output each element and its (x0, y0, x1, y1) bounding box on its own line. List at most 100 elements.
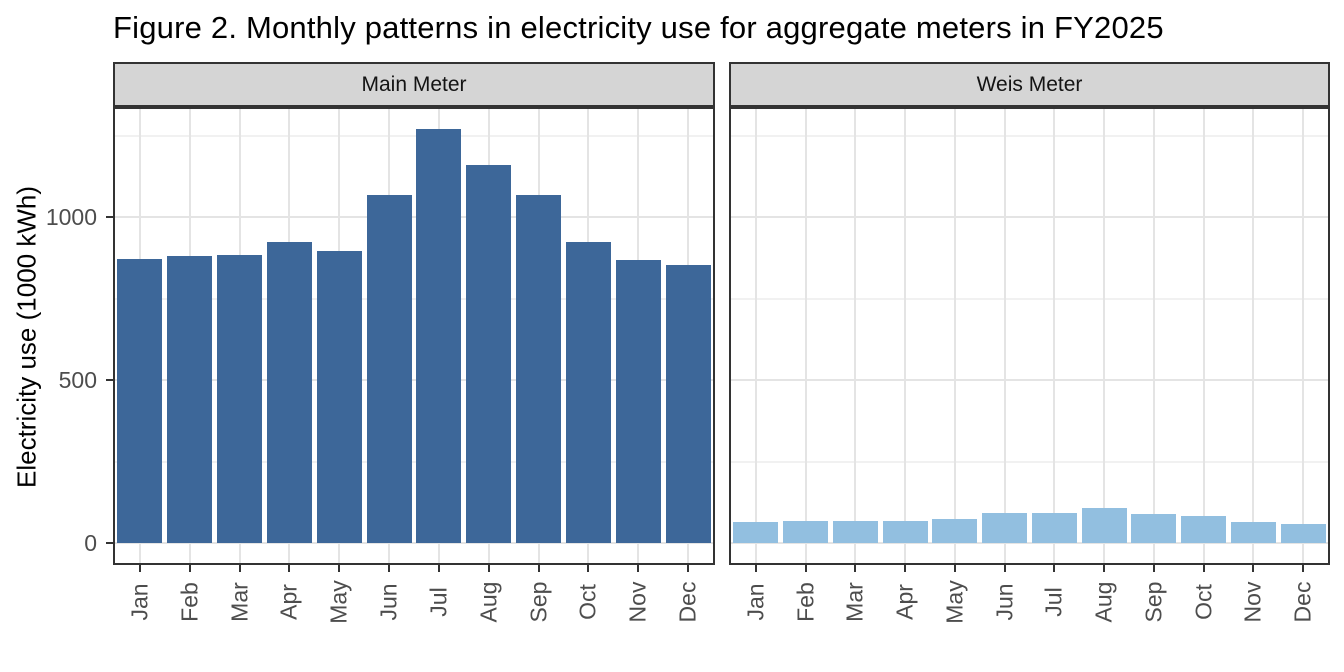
x-tick-label-oct: Oct (1190, 584, 1217, 620)
plot-area-main-meter (113, 107, 715, 565)
bar-weis-meter-may (932, 519, 978, 543)
x-tick-label-jun: Jun (991, 583, 1018, 621)
x-tick-label-feb: Feb (176, 582, 203, 622)
bar-weis-meter-mar (832, 520, 878, 543)
x-tick-label-sep: Sep (1140, 581, 1167, 623)
x-tick-dec (687, 565, 690, 572)
x-tick-jul (437, 565, 440, 572)
y-tick-500 (106, 379, 113, 381)
gridline-major-1000 (115, 216, 713, 218)
x-tick-jun (388, 565, 391, 572)
x-tick-sep (537, 565, 540, 572)
x-tick-may (338, 565, 341, 572)
gridline-minor-750 (731, 297, 1328, 300)
bar-weis-meter-apr (882, 521, 928, 543)
chart-title: Figure 2. Monthly patterns in electricit… (113, 10, 1164, 45)
gridline-x-feb (804, 109, 807, 563)
gridline-minor-750 (115, 297, 713, 300)
gridline-x-mar (854, 109, 857, 563)
x-tick-jan (754, 565, 757, 572)
bar-weis-meter-sep (1131, 513, 1177, 543)
gridline-x-jan (754, 109, 757, 563)
bar-weis-meter-jul (1031, 513, 1077, 543)
facet-panel-main-meter: Main Meter (113, 62, 715, 565)
bar-main-meter-feb (167, 256, 213, 543)
gridline-minor-250 (731, 460, 1328, 463)
bar-weis-meter-nov (1230, 521, 1276, 543)
bar-main-meter-jul (416, 128, 462, 543)
gridline-x-aug (1103, 109, 1106, 563)
x-tick-may (953, 565, 956, 572)
bar-main-meter-sep (516, 194, 561, 543)
x-tick-nov (1252, 565, 1255, 572)
x-tick-jan (138, 565, 141, 572)
bar-weis-meter-aug (1081, 508, 1127, 543)
facet-strip-main-meter: Main Meter (113, 62, 715, 107)
x-tick-label-mar: Mar (841, 582, 868, 622)
x-tick-label-jun: Jun (375, 583, 402, 621)
bar-main-meter-apr (266, 242, 312, 543)
x-tick-sep (1152, 565, 1155, 572)
gridline-major-1000 (731, 216, 1328, 218)
gridline-x-jun (1003, 109, 1006, 563)
bar-weis-meter-jun (982, 513, 1027, 543)
x-tick-label-may: May (941, 580, 968, 624)
x-tick-feb (188, 565, 191, 572)
x-tick-label-aug: Aug (475, 581, 502, 623)
x-tick-label-feb: Feb (792, 582, 819, 622)
x-tick-feb (804, 565, 807, 572)
x-tick-mar (854, 565, 857, 572)
gridline-x-jul (1053, 109, 1056, 563)
x-tick-label-apr: Apr (891, 584, 918, 620)
x-tick-apr (904, 565, 907, 572)
bar-main-meter-aug (466, 164, 512, 543)
gridline-x-nov (1252, 109, 1255, 563)
gridline-minor-1250 (115, 134, 713, 137)
x-tick-label-dec: Dec (1289, 581, 1316, 623)
gridline-major-500 (115, 379, 713, 381)
x-tick-mar (238, 565, 241, 572)
bar-main-meter-may (316, 250, 362, 543)
gridline-major-0 (115, 542, 713, 544)
gridline-x-may (953, 109, 956, 563)
gridline-x-sep (1152, 109, 1155, 563)
x-tick-label-oct: Oct (574, 584, 601, 620)
x-tick-label-apr: Apr (275, 584, 302, 620)
gridline-x-oct (1202, 109, 1205, 563)
x-tick-aug (1103, 565, 1106, 572)
y-tick-label-0: 0 (84, 530, 97, 556)
gridline-x-dec (1302, 109, 1305, 563)
plot-area-weis-meter (729, 107, 1330, 565)
gridline-minor-250 (115, 460, 713, 463)
x-tick-label-jan: Jan (126, 583, 153, 621)
y-tick-1000 (106, 216, 113, 218)
x-tick-label-dec: Dec (674, 581, 701, 623)
bar-main-meter-jan (117, 258, 163, 543)
x-tick-label-jul: Jul (425, 587, 452, 617)
gridline-major-500 (731, 379, 1328, 381)
y-axis-title: Electricity use (1000 kWh) (11, 186, 42, 488)
facet-panel-weis-meter: Weis Meter (729, 62, 1330, 565)
x-tick-jun (1003, 565, 1006, 572)
x-tick-label-jul: Jul (1040, 587, 1067, 617)
x-tick-nov (637, 565, 640, 572)
x-tick-oct (587, 565, 590, 572)
bar-weis-meter-feb (783, 520, 828, 543)
x-tick-oct (1202, 565, 1205, 572)
x-tick-aug (487, 565, 490, 572)
facet-strip-label: Weis Meter (976, 72, 1083, 96)
y-tick-label-500: 500 (58, 367, 97, 393)
x-tick-dec (1302, 565, 1305, 572)
gridline-minor-1250 (731, 134, 1328, 137)
x-tick-label-aug: Aug (1090, 581, 1117, 623)
x-tick-label-may: May (325, 580, 352, 624)
x-tick-label-jan: Jan (742, 583, 769, 621)
gridline-major-0 (731, 542, 1328, 544)
x-tick-jul (1053, 565, 1056, 572)
gridline-x-apr (904, 109, 907, 563)
bar-main-meter-oct (565, 241, 611, 543)
bar-weis-meter-jan (733, 521, 779, 543)
x-tick-label-nov: Nov (1239, 581, 1266, 623)
facet-strip-label: Main Meter (361, 72, 467, 96)
